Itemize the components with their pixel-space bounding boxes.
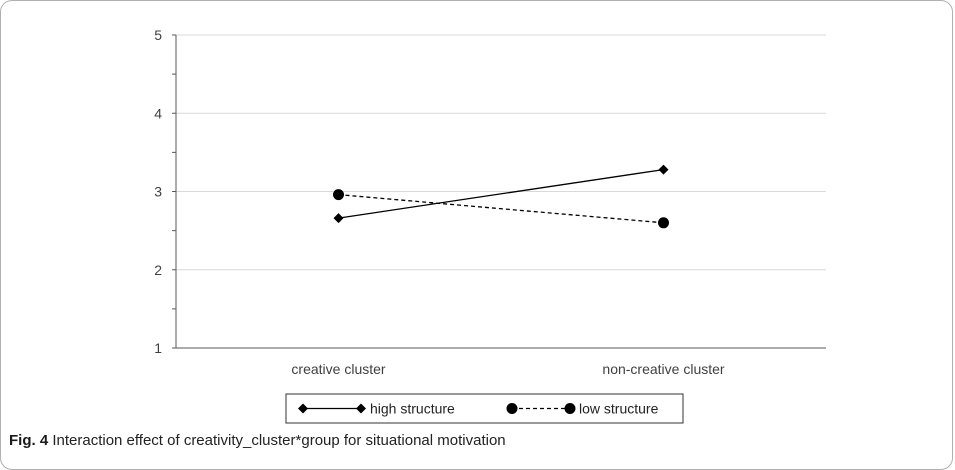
series-line-low-structure <box>338 193 664 224</box>
figure-caption: Fig. 4 Interaction effect of creativity_… <box>9 432 506 449</box>
data-point-low-structure <box>333 189 344 201</box>
y-tick-label: 1 <box>154 340 162 356</box>
y-tick-label: 3 <box>154 184 162 200</box>
caption-text: Interaction effect of creativity_cluster… <box>52 432 506 449</box>
x-tick-label: non-creative cluster <box>602 361 725 377</box>
legend-label-high-structure: high structure <box>370 401 455 417</box>
y-tick-label: 2 <box>154 262 162 278</box>
legend-marker-high-structure <box>298 403 308 414</box>
data-point-low-structure <box>658 217 669 229</box>
legend-label-low-structure: low structure <box>579 401 659 417</box>
y-tick-labels: 1 2 3 4 5 <box>154 27 162 356</box>
series-group <box>333 164 669 229</box>
data-point-high-structure <box>333 213 344 224</box>
legend-marker-high-structure <box>356 403 366 414</box>
caption-label: Fig. 4 <box>9 432 49 449</box>
interaction-line-chart: 1 2 3 4 5 creative cluster non-creative clust… <box>154 27 826 424</box>
y-tick-label: 5 <box>154 27 162 43</box>
x-tick-labels: creative cluster non-creative cluster <box>291 361 724 377</box>
data-point-high-structure <box>658 164 669 175</box>
legend-marker-low-structure <box>564 403 576 414</box>
series-line-high-structure <box>338 168 664 219</box>
legend: high structure low structure <box>285 393 684 424</box>
axes <box>172 34 826 349</box>
gridlines <box>176 34 826 271</box>
legend-marker-low-structure <box>506 403 518 414</box>
y-tick-label: 4 <box>154 105 162 121</box>
x-tick-label: creative cluster <box>291 361 385 377</box>
